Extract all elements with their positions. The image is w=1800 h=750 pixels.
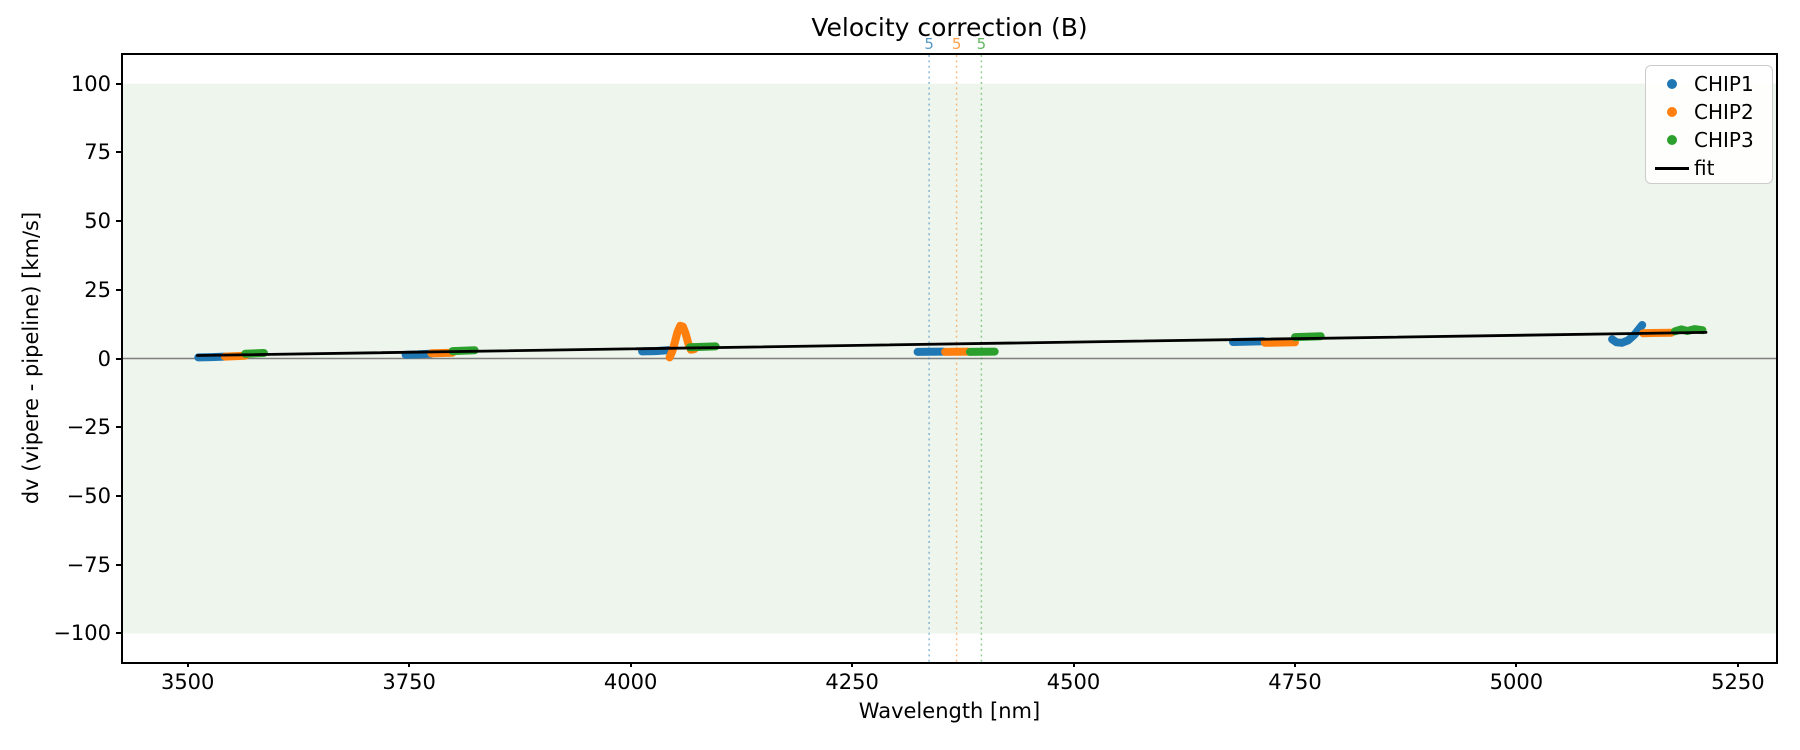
fit-line — [196, 330, 1708, 357]
legend-dot-icon — [1650, 135, 1694, 145]
x-tick — [1736, 662, 1739, 667]
series-chip3-segment — [1671, 325, 1707, 336]
legend-label: CHIP2 — [1694, 100, 1754, 124]
y-tick-label: −50 — [66, 484, 111, 508]
x-tick — [408, 662, 411, 667]
x-tick — [629, 662, 632, 667]
series-chip1-segment — [1608, 321, 1647, 347]
y-tick — [116, 495, 121, 497]
y-tick-label: −75 — [66, 552, 111, 577]
legend-dot-icon — [1650, 107, 1694, 117]
series-chip3-segment — [1291, 332, 1325, 342]
legend-dot-icon — [1667, 79, 1677, 89]
series-chip1-segment — [638, 346, 675, 356]
x-tick-label: 5000 — [1489, 670, 1544, 694]
legend-item-chip2: CHIP2 — [1650, 98, 1766, 126]
legend-item-fit: fit — [1650, 154, 1766, 182]
y-tick — [116, 151, 121, 154]
plot-svg — [123, 55, 1776, 662]
legend-item-chip3: CHIP3 — [1650, 126, 1766, 154]
chart-title: Velocity correction (B) — [811, 13, 1088, 42]
legend-dot-icon — [1667, 135, 1677, 145]
legend: CHIP1 CHIP2 CHIP3 fit — [1645, 65, 1773, 184]
y-tick — [116, 563, 121, 566]
x-tick — [1294, 662, 1296, 667]
x-tick — [1515, 662, 1518, 667]
x-tick-label: 4250 — [825, 670, 879, 694]
series-chip1-segment — [194, 352, 228, 362]
legend-dot-icon — [1667, 107, 1677, 117]
x-tick-label: 5250 — [1711, 670, 1765, 694]
y-tick — [116, 82, 121, 85]
legend-line-icon — [1655, 166, 1689, 170]
y-tick — [116, 288, 121, 291]
order-marker-label: 5 — [951, 35, 962, 53]
order-marker-label: 5 — [976, 35, 987, 53]
y-tick — [116, 357, 121, 360]
y-tick-label: 100 — [70, 71, 111, 96]
y-tick-label: 50 — [84, 209, 111, 233]
x-tick-label: 3750 — [382, 670, 436, 694]
series-chip1-segment — [1229, 337, 1268, 346]
y-tick-label: −25 — [66, 415, 111, 440]
legend-item-chip1: CHIP1 — [1650, 70, 1766, 98]
order-marker-label: 5 — [924, 35, 934, 53]
x-tick — [186, 662, 189, 667]
series-chip1-segment — [401, 349, 435, 359]
y-tick-label: −100 — [53, 621, 111, 646]
legend-dot-icon — [1650, 79, 1694, 89]
x-tick — [1072, 662, 1075, 667]
legend-label: fit — [1694, 156, 1715, 180]
x-axis-label: Wavelength [nm] — [858, 699, 1041, 723]
x-tick-label: 3500 — [160, 670, 215, 694]
plot-area — [121, 53, 1778, 664]
y-tick — [116, 220, 121, 222]
x-tick-label: 4000 — [603, 670, 658, 694]
legend-line-icon — [1650, 166, 1694, 170]
x-tick-label: 4750 — [1268, 670, 1322, 694]
y-tick — [116, 632, 121, 635]
y-tick — [116, 426, 121, 429]
legend-label: CHIP1 — [1694, 72, 1754, 96]
y-tick-label: 0 — [97, 346, 111, 371]
y-tick-label: 75 — [84, 140, 111, 165]
series-chip2-segment — [1260, 338, 1299, 347]
legend-label: CHIP3 — [1694, 128, 1754, 152]
x-tick-label: 4500 — [1046, 670, 1101, 694]
y-tick-label: 25 — [84, 277, 111, 302]
x-tick — [851, 662, 854, 667]
